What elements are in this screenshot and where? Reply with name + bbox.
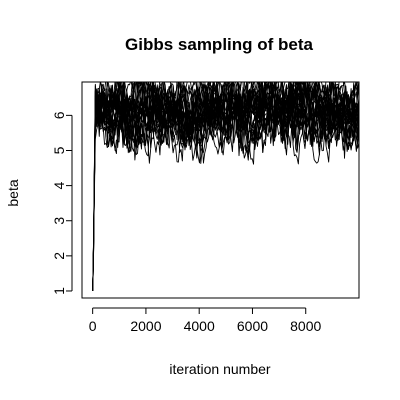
trace-line xyxy=(92,82,359,291)
y-tick-label: 3 xyxy=(51,217,67,225)
x-axis: 0 2000 4000 6000 8000 xyxy=(89,307,322,334)
trace-line xyxy=(92,82,359,291)
y-tick-label: 5 xyxy=(51,146,67,154)
plot-box xyxy=(81,81,360,299)
y-tick-label: 2 xyxy=(51,252,67,260)
trace-line xyxy=(92,82,359,291)
x-tick-label: 0 xyxy=(89,318,97,334)
chart-title: Gibbs sampling of beta xyxy=(125,35,314,54)
trace-line xyxy=(92,82,359,291)
x-axis-label: iteration number xyxy=(169,361,271,377)
y-axis-label: beta xyxy=(5,179,21,206)
y-tick-label: 4 xyxy=(51,182,67,190)
y-tick-label: 1 xyxy=(51,287,67,295)
trace-line xyxy=(92,82,359,291)
trace-line xyxy=(92,82,359,291)
x-tick-label: 6000 xyxy=(237,318,268,334)
x-tick-label: 8000 xyxy=(290,318,321,334)
y-axis: 1 2 3 4 5 6 xyxy=(51,111,73,295)
x-tick-label: 4000 xyxy=(184,318,215,334)
trace-line xyxy=(92,82,359,291)
y-tick-label: 6 xyxy=(51,111,67,119)
x-tick-label: 2000 xyxy=(130,318,161,334)
trace-lines xyxy=(92,82,359,291)
trace-line xyxy=(92,82,359,291)
